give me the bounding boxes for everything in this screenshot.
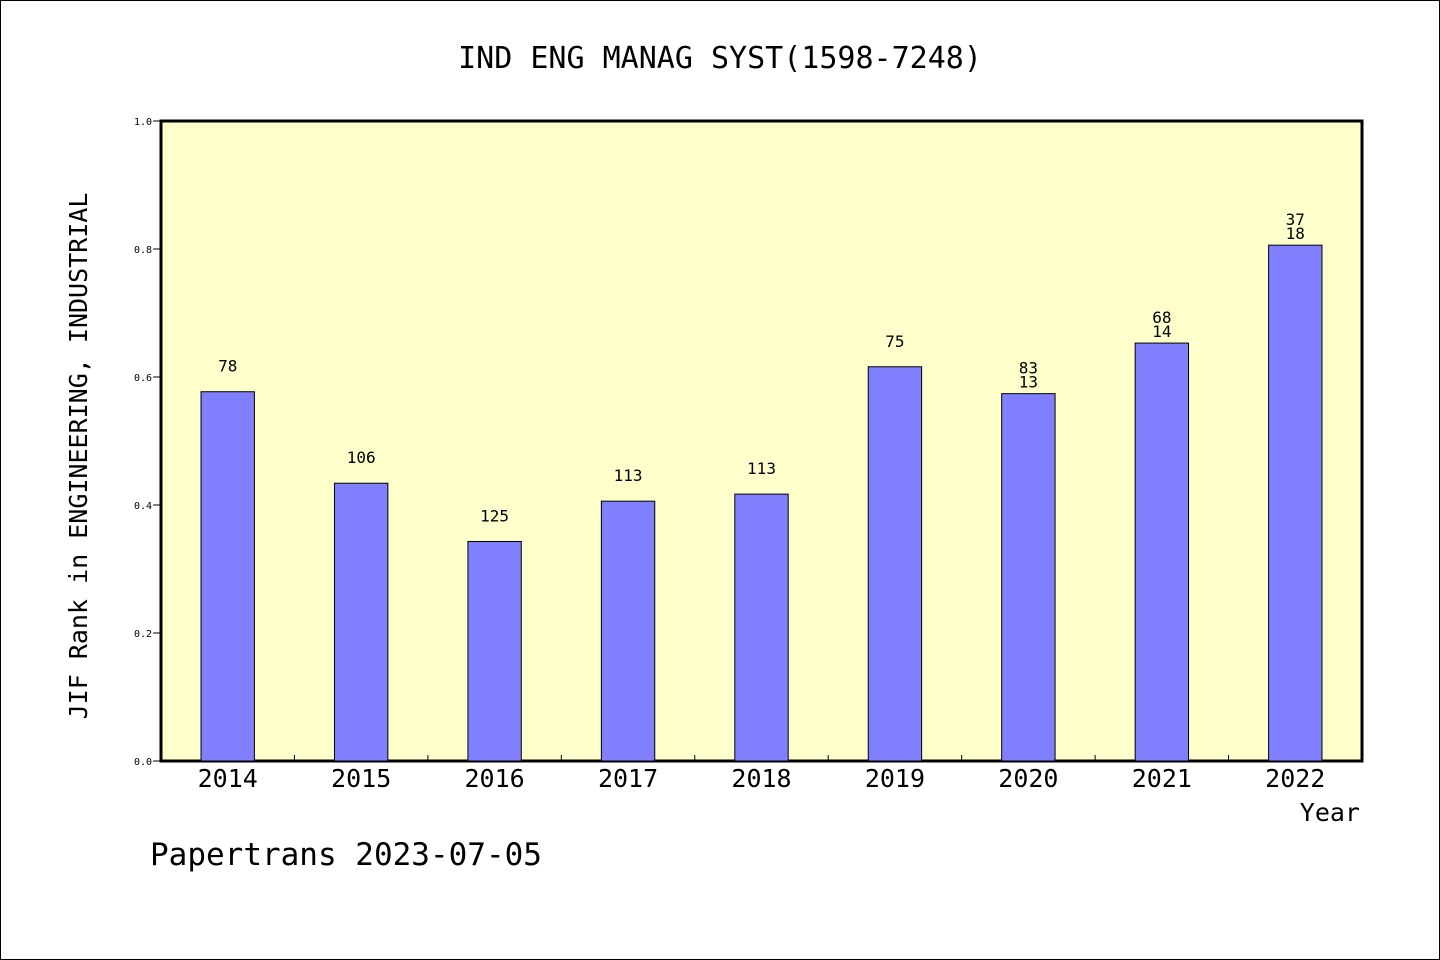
y-tick-label-1.0: 1.0 bbox=[134, 117, 152, 128]
bar-label-2021-2: 14 bbox=[1152, 322, 1171, 341]
bar-2019 bbox=[867, 366, 923, 762]
x-tick-label-2017: 2017 bbox=[598, 764, 658, 793]
bars-group bbox=[200, 244, 1323, 762]
x-axis: 2014 2015 2016 2017 2018 2019 2020 2021 2022 bbox=[198, 755, 1325, 793]
x-axis-label: Year bbox=[1300, 798, 1360, 827]
bar-label-2015-1: 106 bbox=[347, 448, 376, 467]
bar-2020 bbox=[1001, 393, 1056, 762]
chart-title: IND ENG MANAG SYST(1598-7248) bbox=[458, 41, 982, 76]
bar-2022 bbox=[1268, 244, 1323, 762]
bar-2016 bbox=[467, 540, 522, 762]
bar-label-2018-1: 113 bbox=[747, 459, 776, 478]
x-tick-label-2022: 2022 bbox=[1265, 764, 1325, 793]
bar-2014 bbox=[200, 391, 255, 762]
bar-label-2019-1: 75 bbox=[885, 332, 904, 351]
bar-2018 bbox=[734, 493, 789, 762]
x-tick-label-2016: 2016 bbox=[465, 764, 525, 793]
bar-label-2021-1: 68 bbox=[1152, 308, 1171, 327]
y-axis: 0.0 0.2 0.4 0.6 0.8 1.0 bbox=[134, 117, 161, 768]
footer-credit: Papertrans 2023-07-05 bbox=[150, 837, 542, 873]
x-tick-label-2018: 2018 bbox=[731, 764, 791, 793]
y-tick-label-0.4: 0.4 bbox=[134, 501, 152, 512]
bar-2015 bbox=[333, 482, 389, 762]
y-tick-label-0.2: 0.2 bbox=[134, 629, 152, 640]
x-tick-label-2014: 2014 bbox=[198, 764, 258, 793]
y-tick-label-0.0: 0.0 bbox=[134, 757, 152, 768]
bar-label-2014-1: 78 bbox=[218, 357, 237, 376]
y-tick-label-0.6: 0.6 bbox=[134, 373, 152, 384]
y-tick-label-0.8: 0.8 bbox=[134, 245, 152, 256]
x-tick-label-2020: 2020 bbox=[998, 764, 1058, 793]
bar-label-2022-2: 18 bbox=[1286, 224, 1305, 243]
x-tick-label-2019: 2019 bbox=[865, 764, 925, 793]
bar-2021 bbox=[1134, 342, 1190, 762]
bar-label-2016-1: 125 bbox=[480, 506, 509, 525]
x-tick-label-2021: 2021 bbox=[1132, 764, 1192, 793]
x-tick-label-2015: 2015 bbox=[331, 764, 391, 793]
bar-2017 bbox=[600, 500, 656, 762]
bar-label-2017-1: 113 bbox=[614, 466, 643, 485]
bar-label-2020-1: 83 bbox=[1019, 359, 1038, 378]
y-axis-label: JIF Rank in ENGINEERING, INDUSTRIAL bbox=[64, 193, 93, 720]
bar-label-2020-2: 13 bbox=[1019, 373, 1038, 392]
bar-label-2022-1: 37 bbox=[1286, 210, 1305, 229]
